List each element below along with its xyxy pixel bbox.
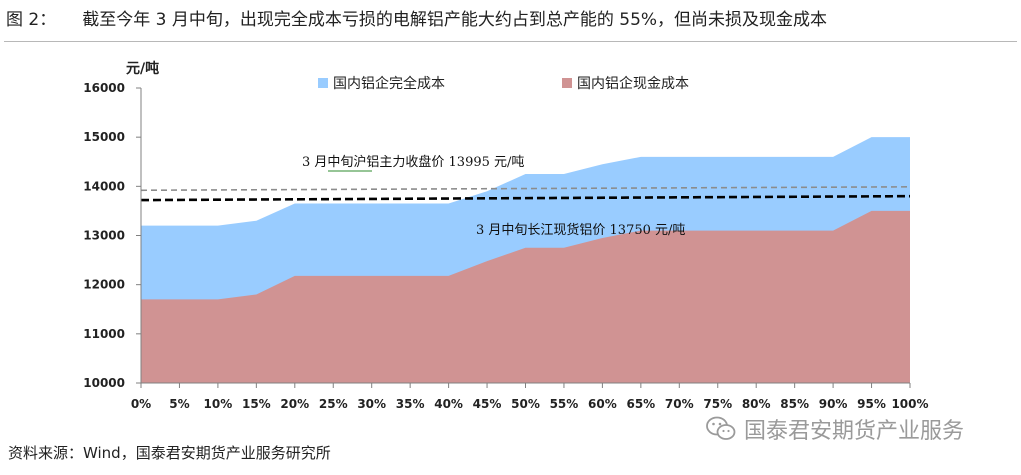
series-area-1 <box>141 210 910 383</box>
x-tick-label-17: 85% <box>780 397 809 410</box>
y-tick-label-0: 10000 <box>83 376 125 390</box>
reference-line-layer <box>140 186 911 202</box>
figure-label: 图 2： <box>6 10 57 30</box>
y-tick-label-6: 16000 <box>83 81 125 95</box>
figure-header: 图 2： 截至今年 3 月中旬，出现完全成本亏损的电解铝产能大约占到总产能的 55… <box>6 5 1016 35</box>
x-tick-label-0: 0% <box>131 397 151 410</box>
axes-layer: 10000 11000 12000 13000 14000 15000 16000 0% 5% 1… <box>83 81 928 410</box>
x-tick-label-4: 20% <box>280 397 309 410</box>
y-tick-label-1: 11000 <box>83 327 125 341</box>
header-divider <box>4 41 1017 42</box>
x-tick-label-3: 15% <box>242 397 271 410</box>
figure-title: 截至今年 3 月中旬，出现完全成本亏损的电解铝产能大约占到总产能的 55%，但尚… <box>82 10 828 30</box>
x-tick-label-12: 60% <box>588 397 617 410</box>
x-tick-label-10: 50% <box>511 397 540 410</box>
reference-line-1 <box>140 194 911 202</box>
y-axis-label: 元/吨 <box>126 60 159 77</box>
x-tick-label-5: 25% <box>319 397 348 410</box>
wechat-icon <box>706 416 736 440</box>
x-tick-label-15: 75% <box>703 397 732 410</box>
x-tick-label-16: 80% <box>742 397 771 410</box>
x-tick-label-20: 100% <box>891 397 928 410</box>
reference-label-1: 3 月中旬长江现货铝价 13750 元/吨 <box>476 222 685 238</box>
legend-swatch-1 <box>562 78 572 88</box>
reference-line-0 <box>140 186 911 192</box>
watermark-text: 国泰君安期货产业服务 <box>744 419 965 444</box>
x-tick-label-9: 45% <box>473 397 502 410</box>
x-tick-label-13: 65% <box>626 397 655 410</box>
x-tick-label-14: 70% <box>665 397 694 410</box>
y-tick-label-4: 14000 <box>83 179 125 193</box>
x-tick-label-7: 35% <box>396 397 425 410</box>
legend-label-1: 国内铝企现金成本 <box>577 75 689 92</box>
x-tick-label-2: 10% <box>204 397 233 410</box>
source-note: 资料来源：Wind，国泰君安期货产业服务研究所 <box>8 444 331 462</box>
annotation-layer: 3 月中旬沪铝主力收盘价 13995 元/吨 3 月中旬长江现货铝价 13750 … <box>302 154 685 238</box>
chart: 元/吨 10000 11000 12000 13000 14000 15000 16000 0… <box>83 60 928 410</box>
legend-swatch-0 <box>318 78 328 88</box>
watermark: 国泰君安期货产业服务 <box>706 412 964 446</box>
x-tick-label-8: 40% <box>434 397 463 410</box>
legend: 国内铝企完全成本 国内铝企现金成本 <box>318 75 689 92</box>
reference-label-0: 3 月中旬沪铝主力收盘价 13995 元/吨 <box>302 154 524 170</box>
x-tick-label-1: 5% <box>169 397 189 410</box>
x-tick-label-6: 30% <box>357 397 386 410</box>
y-tick-label-2: 12000 <box>83 278 125 292</box>
x-tick-label-11: 55% <box>550 397 579 410</box>
x-tick-label-18: 90% <box>819 397 848 410</box>
legend-label-0: 国内铝企完全成本 <box>333 75 445 92</box>
y-tick-label-5: 15000 <box>83 130 125 144</box>
area-layer <box>141 137 910 383</box>
y-tick-label-3: 13000 <box>83 229 125 243</box>
x-tick-label-19: 95% <box>857 397 886 410</box>
